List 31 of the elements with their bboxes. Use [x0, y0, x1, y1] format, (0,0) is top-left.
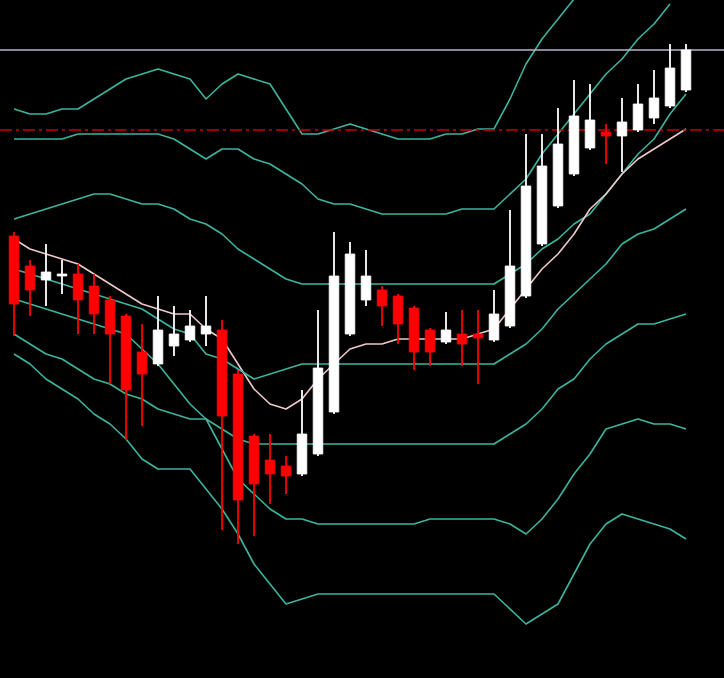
- candlestick: [280, 455, 292, 495]
- candlestick: [72, 263, 84, 335]
- candlestick: [456, 309, 468, 367]
- candlestick: [56, 259, 68, 295]
- candlestick: [136, 323, 148, 427]
- candlestick: [88, 273, 100, 335]
- candlestick: [392, 293, 404, 345]
- candlestick: [600, 123, 612, 165]
- candlestick: [200, 295, 212, 347]
- candlestick: [472, 309, 484, 385]
- candlestick: [632, 83, 644, 133]
- candlestick: [264, 433, 276, 505]
- candlestick: [24, 259, 36, 317]
- candlestick: [424, 327, 436, 367]
- candlestick: [680, 43, 692, 93]
- candlestick: [40, 243, 52, 307]
- candlestick: [296, 389, 308, 477]
- candlestick: [152, 295, 164, 367]
- candlestick: [168, 305, 180, 357]
- candlestick: [584, 83, 596, 151]
- candlestick: [616, 97, 628, 173]
- candlestick: [488, 289, 500, 343]
- candlestick: [664, 43, 676, 109]
- candlestick: [408, 305, 420, 371]
- candlestick: [648, 69, 660, 125]
- candlestick: [248, 433, 260, 537]
- candlestick: [184, 309, 196, 343]
- candlestick: [104, 295, 116, 385]
- candlestick: [376, 285, 388, 327]
- candlestick: [440, 311, 452, 345]
- candlestick: [360, 249, 372, 307]
